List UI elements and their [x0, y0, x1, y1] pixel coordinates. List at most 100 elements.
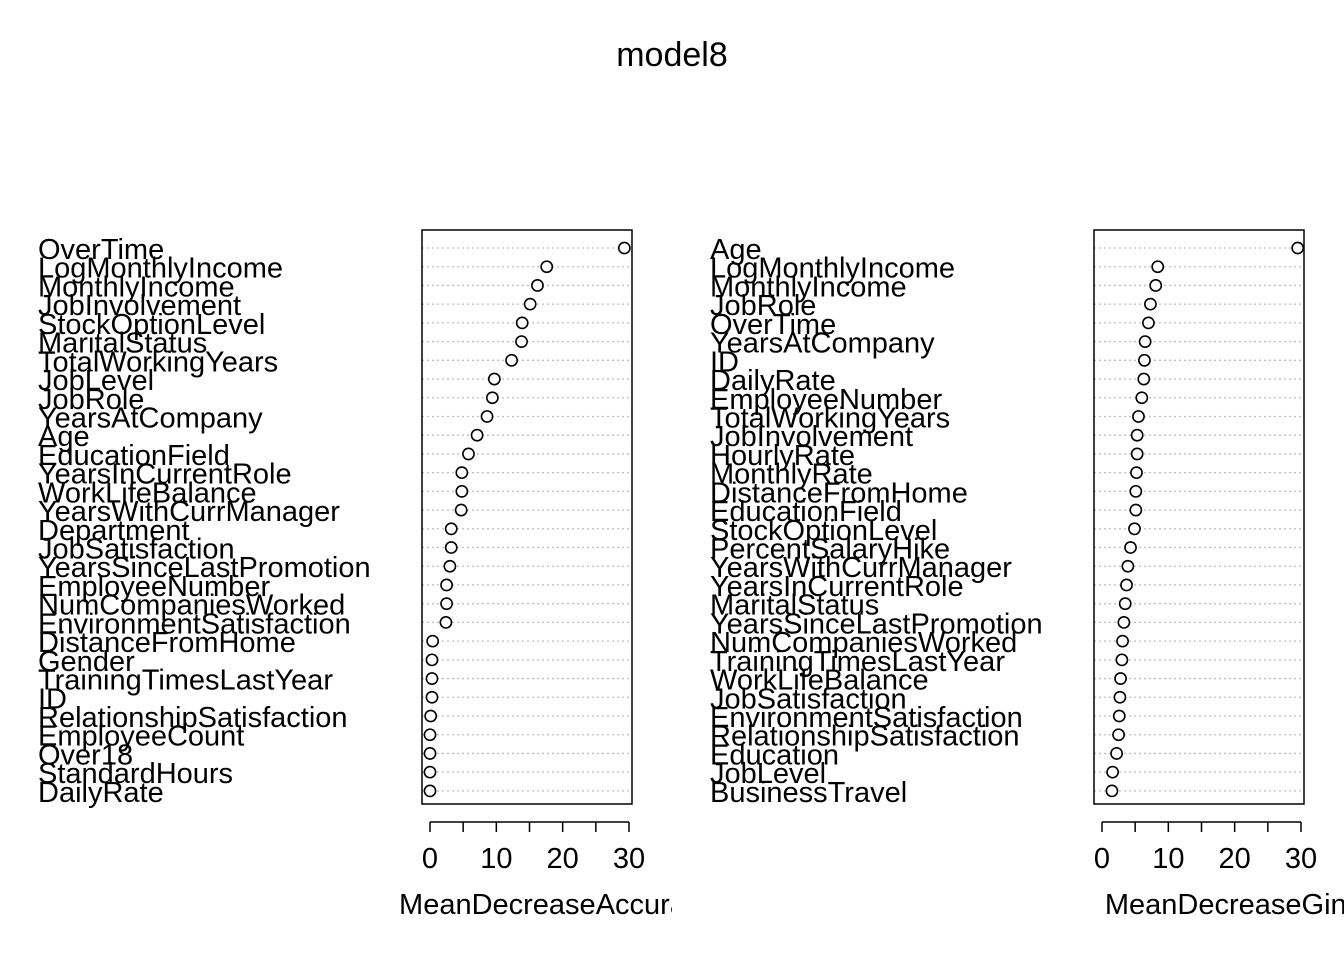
data-point	[443, 559, 457, 573]
data-point	[1135, 391, 1149, 405]
row-label: YearsWithCurrManager	[710, 552, 1012, 584]
panel-1: OverTimeLogMonthlyIncomeMonthlyIncomeJob…	[38, 229, 672, 921]
row-label: EnvironmentSatisfaction	[38, 608, 351, 640]
data-point	[523, 297, 537, 311]
row-label: JobInvolvement	[38, 290, 241, 322]
data-point	[425, 653, 439, 667]
x-tick-label: 0	[422, 843, 438, 875]
data-point	[440, 578, 453, 592]
data-point	[1112, 709, 1126, 723]
data-point	[1128, 522, 1141, 536]
data-point	[454, 503, 468, 517]
data-point	[1149, 279, 1163, 292]
row-label: EducationField	[710, 496, 902, 528]
data-point	[444, 522, 458, 536]
panel-2: AgeLogMonthlyIncomeMonthlyIncomeJobRoleO…	[710, 229, 1344, 921]
row-label: BusinessTravel	[710, 777, 907, 809]
data-point	[1118, 597, 1132, 611]
row-label: JobInvolvement	[710, 421, 913, 453]
row-label: DailyRate	[38, 777, 164, 809]
x-tick-label: 30	[1285, 843, 1317, 875]
data-point	[470, 428, 484, 442]
row-label: TrainingTimesLastYear	[710, 646, 1005, 678]
row-label: ID	[710, 346, 739, 378]
row-label: MonthlyRate	[710, 459, 873, 491]
data-point	[480, 410, 494, 423]
x-axis-label: MeanDecreaseGini	[1105, 889, 1344, 921]
data-point	[444, 541, 458, 554]
row-label: Age	[710, 234, 762, 266]
data-point	[1130, 428, 1144, 442]
row-label: YearsAtCompany	[38, 402, 263, 434]
data-point	[423, 784, 437, 798]
data-point	[1138, 335, 1152, 348]
data-point	[423, 765, 437, 779]
data-point	[1105, 784, 1119, 798]
row-label: DistanceFromHome	[38, 627, 296, 659]
data-point	[462, 447, 475, 461]
row-label: TrainingTimesLastYear	[38, 665, 333, 697]
row-label: YearsSinceLastPromotion	[38, 552, 371, 584]
data-point	[425, 672, 439, 685]
row-label: EmployeeNumber	[38, 571, 270, 603]
data-point	[515, 316, 529, 330]
data-point	[1130, 447, 1144, 461]
data-point	[455, 484, 469, 498]
data-point	[1124, 541, 1137, 554]
row-label: Over18	[38, 739, 133, 771]
row-label: MonthlyIncome	[38, 271, 235, 303]
row-label: RelationshipSatisfaction	[710, 721, 1020, 753]
data-point	[1116, 634, 1129, 648]
x-tick-label: 10	[480, 843, 512, 875]
row-label: MaritalStatus	[38, 328, 207, 360]
row-label: NumCompaniesWorked	[710, 627, 1017, 659]
row-label: HourlyRate	[710, 440, 855, 472]
data-point	[1144, 297, 1157, 311]
row-label: EducationField	[38, 440, 230, 472]
row-label: WorkLifeBalance	[710, 665, 929, 697]
data-point	[505, 353, 518, 367]
x-tick-label: 0	[1094, 843, 1110, 875]
data-point	[1129, 503, 1143, 517]
row-label: OverTime	[38, 234, 164, 266]
data-point	[1110, 747, 1123, 760]
row-label: YearsInCurrentRole	[38, 459, 292, 491]
chart-title: model8	[616, 36, 728, 74]
row-label: ID	[38, 683, 67, 715]
row-label: EmployeeCount	[38, 721, 244, 753]
row-label: JobLevel	[710, 758, 826, 790]
row-label: JobRole	[38, 384, 144, 416]
data-point	[1114, 672, 1127, 685]
data-point	[531, 279, 544, 292]
x-tick-label: 20	[547, 843, 579, 875]
row-label: YearsInCurrentRole	[710, 571, 964, 603]
data-point	[485, 391, 499, 405]
row-label: OverTime	[710, 309, 836, 341]
row-label: StockOptionLevel	[38, 309, 265, 341]
row-label: MonthlyIncome	[710, 271, 907, 303]
data-point	[1291, 241, 1305, 255]
row-label: WorkLifeBalance	[38, 477, 257, 509]
data-point	[440, 597, 453, 611]
data-point	[1106, 765, 1120, 779]
x-tick-label: 30	[613, 843, 645, 875]
data-point	[1132, 410, 1145, 423]
data-point	[439, 616, 453, 629]
row-label: YearsSinceLastPromotion	[710, 608, 1043, 640]
data-point	[1137, 372, 1151, 386]
data-point	[426, 634, 440, 648]
row-label: Gender	[38, 646, 135, 678]
row-label: LogMonthlyIncome	[710, 253, 955, 285]
data-point	[423, 747, 437, 760]
row-label: YearsWithCurrManager	[38, 496, 340, 528]
data-point	[1151, 260, 1165, 274]
row-label: DailyRate	[710, 365, 836, 397]
row-label: RelationshipSatisfaction	[38, 702, 348, 734]
data-point	[1112, 728, 1125, 742]
row-label: TotalWorkingYears	[38, 346, 278, 378]
data-point	[1117, 616, 1131, 629]
data-point	[1142, 316, 1155, 330]
row-label: Department	[38, 515, 190, 547]
